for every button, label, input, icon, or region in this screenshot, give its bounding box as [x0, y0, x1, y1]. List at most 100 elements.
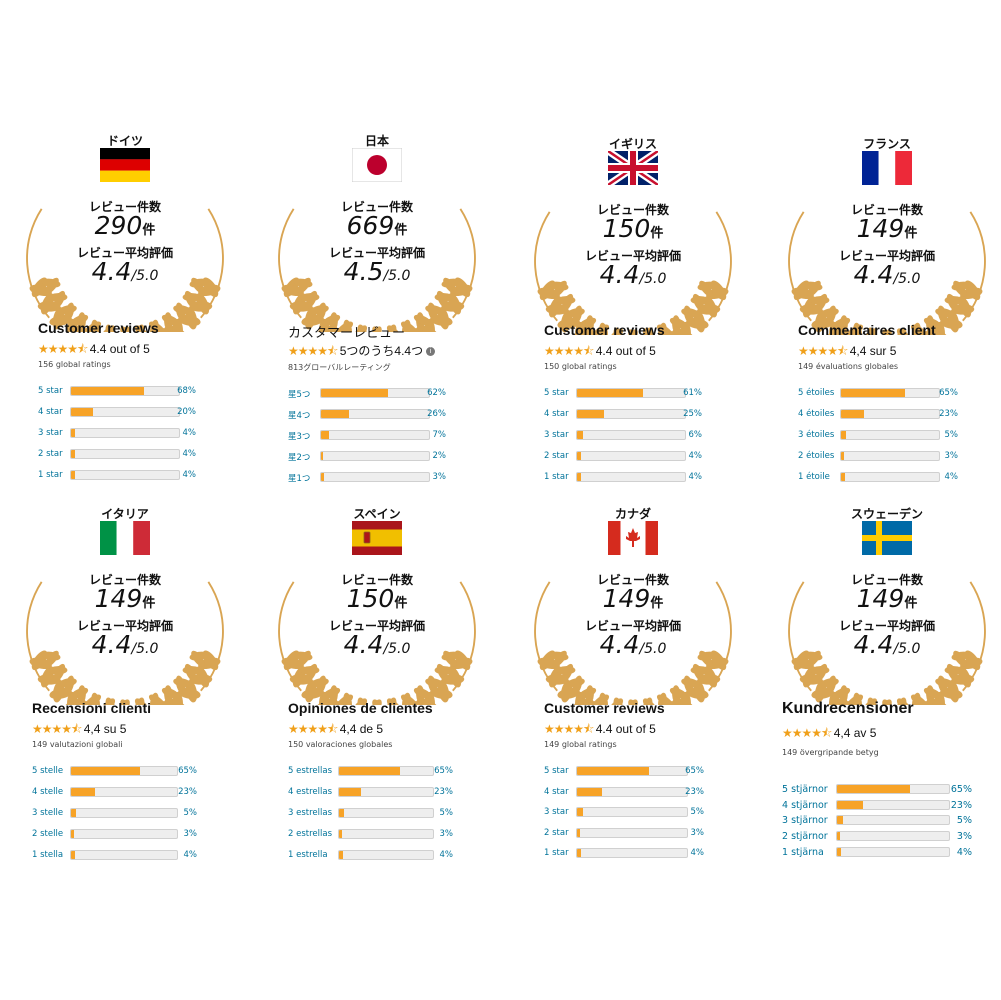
star-level-link[interactable]: 4 stjärnor [782, 799, 828, 811]
rating-percent[interactable]: 3% [956, 831, 972, 843]
star-level-link[interactable]: 3 stjärnor [782, 815, 828, 827]
star-level-link[interactable]: 3 estrellas [288, 808, 332, 818]
rating-percent[interactable]: 3% [439, 829, 454, 839]
rating-histogram-row[interactable]: 星2つ 2% [288, 451, 468, 463]
rating-histogram-row[interactable]: 1 stjärna 4% [782, 846, 972, 859]
star-level-link[interactable]: 5 stjärnor [782, 784, 828, 795]
rating-percent[interactable]: 4% [182, 470, 197, 480]
rating-percent[interactable]: 23% [685, 786, 704, 797]
rating-bar[interactable] [320, 388, 430, 398]
rating-histogram-row[interactable]: 2 étoiles 3% [798, 451, 978, 463]
rating-histogram-row[interactable]: 星4つ 26% [288, 409, 468, 421]
rating-histogram-row[interactable]: 2 star 3% [544, 827, 724, 840]
rating-percent[interactable]: 4% [944, 472, 959, 482]
star-level-link[interactable]: 2 star [544, 827, 569, 838]
rating-percent[interactable]: 4% [688, 472, 703, 482]
rating-bar[interactable] [70, 449, 180, 459]
rating-histogram-row[interactable]: 2 estrellas 3% [288, 829, 468, 841]
rating-percent[interactable]: 5% [690, 807, 705, 817]
rating-histogram-row[interactable]: 3 étoiles 5% [798, 430, 978, 442]
star-level-link[interactable]: 2 stjärnor [782, 831, 828, 843]
rating-percent[interactable]: 61% [683, 388, 702, 398]
rating-percent[interactable]: 4% [439, 850, 454, 860]
rating-percent[interactable]: 23% [939, 409, 958, 419]
rating-bar[interactable] [338, 850, 434, 860]
star-level-link[interactable]: 5 stelle [32, 766, 64, 776]
rating-percent[interactable]: 3% [432, 472, 447, 482]
star-level-link[interactable]: 星5つ [288, 390, 311, 400]
rating-histogram-row[interactable]: 1 star 4% [544, 472, 724, 484]
star-level-link[interactable]: 2 stelle [32, 829, 64, 839]
star-level-link[interactable]: 星1つ [288, 474, 311, 484]
rating-bar[interactable] [70, 787, 178, 797]
rating-percent[interactable]: 23% [178, 787, 197, 797]
rating-histogram-row[interactable]: 3 stelle 5% [32, 808, 212, 820]
rating-histogram-row[interactable]: 星1つ 3% [288, 472, 468, 484]
star-level-link[interactable]: 3 star [38, 428, 63, 438]
rating-bar[interactable] [576, 472, 686, 482]
rating-histogram-row[interactable]: 星5つ 62% [288, 388, 468, 400]
rating-bar[interactable] [70, 407, 180, 417]
rating-percent[interactable]: 68% [177, 386, 196, 396]
star-level-link[interactable]: 4 star [544, 786, 569, 797]
rating-percent[interactable]: 23% [434, 787, 453, 797]
rating-percent[interactable]: 65% [685, 766, 704, 776]
rating-histogram-row[interactable]: 1 star 4% [38, 470, 218, 482]
rating-bar[interactable] [338, 766, 434, 776]
rating-histogram-row[interactable]: 5 étoiles 65% [798, 388, 978, 400]
star-level-link[interactable]: 2 estrellas [288, 829, 332, 839]
rating-bar[interactable] [840, 388, 940, 398]
rating-percent[interactable]: 65% [950, 784, 972, 795]
rating-bar[interactable] [576, 786, 688, 797]
rating-histogram-row[interactable]: 4 stelle 23% [32, 787, 212, 799]
rating-bar[interactable] [840, 451, 940, 461]
rating-percent[interactable]: 4% [690, 848, 705, 858]
rating-percent[interactable]: 5% [944, 430, 959, 440]
rating-histogram-row[interactable]: 4 star 23% [544, 786, 724, 799]
star-level-link[interactable]: 1 star [544, 472, 569, 482]
rating-percent[interactable]: 3% [690, 827, 705, 838]
rating-histogram-row[interactable]: 2 stelle 3% [32, 829, 212, 841]
rating-percent[interactable]: 6% [688, 430, 703, 440]
rating-bar[interactable] [576, 388, 686, 398]
rating-bar[interactable] [836, 831, 950, 842]
rating-bar[interactable] [576, 430, 686, 440]
rating-bar[interactable] [70, 766, 178, 776]
rating-percent[interactable]: 4% [956, 846, 972, 858]
rating-bar[interactable] [338, 787, 434, 797]
rating-bar[interactable] [836, 846, 950, 857]
rating-percent[interactable]: 7% [432, 430, 447, 440]
rating-bar[interactable] [576, 409, 686, 419]
rating-percent[interactable]: 4% [688, 451, 703, 461]
rating-histogram-row[interactable]: 4 star 20% [38, 407, 218, 419]
star-level-link[interactable]: 2 star [544, 451, 569, 461]
rating-histogram-row[interactable]: 5 star 68% [38, 386, 218, 398]
rating-percent[interactable]: 65% [434, 766, 453, 776]
rating-bar[interactable] [576, 827, 688, 838]
star-level-link[interactable]: 5 étoiles [798, 388, 835, 398]
rating-bar[interactable] [70, 386, 180, 396]
rating-bar[interactable] [836, 799, 950, 810]
rating-histogram-row[interactable]: 5 star 61% [544, 388, 724, 400]
rating-bar[interactable] [576, 807, 688, 817]
rating-percent[interactable]: 5% [439, 808, 454, 818]
star-level-link[interactable]: 5 star [544, 766, 569, 776]
rating-histogram-row[interactable]: 3 estrellas 5% [288, 808, 468, 820]
rating-histogram-row[interactable]: 3 star 6% [544, 430, 724, 442]
rating-bar[interactable] [70, 428, 180, 438]
rating-bar[interactable] [576, 451, 686, 461]
rating-percent[interactable]: 4% [182, 449, 197, 459]
rating-histogram-row[interactable]: 4 star 25% [544, 409, 724, 421]
star-level-link[interactable]: 1 stella [32, 850, 64, 860]
star-level-link[interactable]: 1 star [38, 470, 63, 480]
star-level-link[interactable]: 星3つ [288, 432, 311, 442]
rating-histogram-row[interactable]: 5 estrellas 65% [288, 766, 468, 778]
star-level-link[interactable]: 3 étoiles [798, 430, 835, 440]
rating-percent[interactable]: 5% [956, 815, 972, 827]
rating-bar[interactable] [320, 472, 430, 482]
rating-histogram-row[interactable]: 1 étoile 4% [798, 472, 978, 484]
star-level-link[interactable]: 3 stelle [32, 808, 64, 818]
star-level-link[interactable]: 4 étoiles [798, 409, 835, 419]
rating-bar[interactable] [840, 472, 940, 482]
rating-percent[interactable]: 25% [683, 409, 702, 419]
